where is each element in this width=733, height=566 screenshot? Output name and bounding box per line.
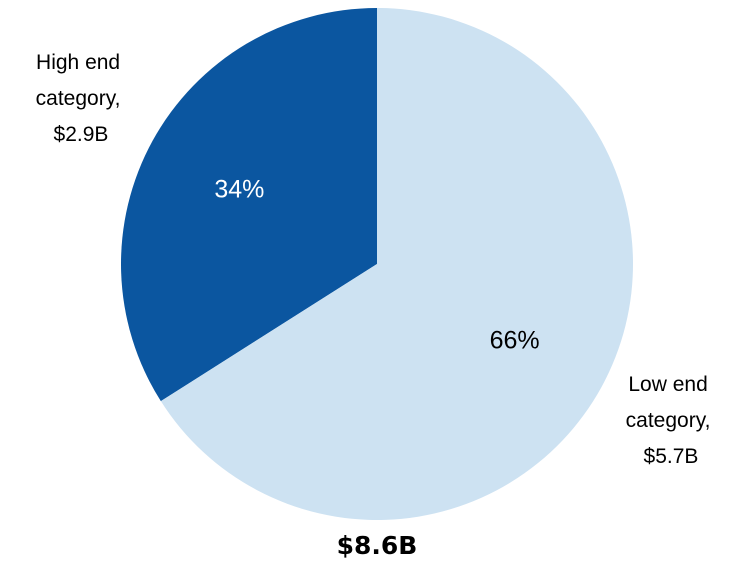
pie-percent-labels: 34% 66%	[214, 175, 539, 354]
callout-high-end-line-2: category,	[36, 87, 121, 110]
callout-high-end: High end category, $2.9B	[36, 51, 127, 146]
callout-low-end-line-2: category,	[626, 409, 711, 432]
pie-percent-label-low-end: 66%	[490, 327, 540, 355]
callout-high-end-line-3: $2.9B	[54, 123, 109, 146]
pie-slices	[120, 8, 633, 520]
pie-slice-low-end	[160, 8, 633, 520]
total-value-label: $8.6B	[337, 531, 418, 560]
callout-low-end-line-3: $5.7B	[644, 445, 699, 468]
pie-slice-high-end	[120, 8, 377, 402]
callout-high-end-line-1: High end	[36, 51, 120, 74]
callout-low-end-line-1: Low end	[628, 373, 707, 396]
pie-percent-label-high-end: 34%	[214, 175, 264, 203]
callout-low-end: Low end category, $5.7B	[626, 373, 717, 468]
